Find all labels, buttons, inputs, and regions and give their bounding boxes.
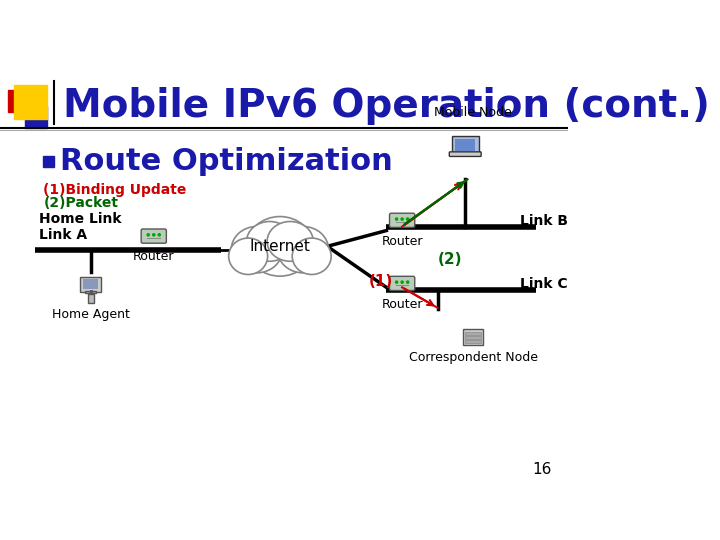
Text: Link B: Link B [521, 214, 568, 228]
Circle shape [395, 281, 397, 284]
FancyBboxPatch shape [390, 213, 415, 227]
Bar [88, 294, 94, 303]
Ellipse shape [247, 217, 313, 276]
Circle shape [401, 281, 403, 284]
FancyBboxPatch shape [141, 229, 166, 243]
Text: Mobile Node: Mobile Node [434, 106, 512, 119]
Text: Route Optimization: Route Optimization [60, 147, 392, 177]
Ellipse shape [231, 226, 282, 273]
Text: Router: Router [382, 298, 423, 310]
Ellipse shape [267, 221, 313, 261]
Bar [14, 85, 48, 119]
Circle shape [407, 281, 409, 284]
Text: Link C: Link C [521, 277, 568, 291]
Bar [455, 139, 475, 151]
Bar [85, 292, 96, 293]
Circle shape [153, 234, 155, 236]
Text: (1): (1) [369, 274, 393, 289]
Text: (2)Packet: (2)Packet [43, 196, 118, 210]
Bar [465, 336, 481, 339]
Bar [465, 340, 481, 343]
Text: (2): (2) [438, 252, 462, 267]
Circle shape [395, 218, 397, 220]
Text: Correspondent Node: Correspondent Node [409, 351, 538, 364]
Text: Router: Router [133, 250, 174, 264]
Ellipse shape [292, 238, 331, 274]
Text: (1)Binding Update: (1)Binding Update [43, 183, 186, 197]
Text: Router: Router [382, 234, 423, 247]
Circle shape [401, 218, 403, 220]
Circle shape [158, 234, 161, 236]
Text: Home Agent: Home Agent [52, 308, 130, 321]
FancyBboxPatch shape [81, 277, 101, 292]
Bar [43, 157, 55, 167]
FancyBboxPatch shape [449, 152, 481, 157]
Circle shape [407, 218, 409, 220]
Bar [463, 328, 483, 345]
Text: Mobile IPv6 Operation (cont.): Mobile IPv6 Operation (cont.) [63, 87, 710, 125]
Text: Internet: Internet [250, 239, 310, 254]
Text: 16: 16 [533, 462, 552, 477]
Bar [83, 280, 98, 289]
Text: Home Link
Link A: Home Link Link A [40, 212, 122, 242]
Bar [25, 106, 48, 128]
Ellipse shape [277, 226, 328, 273]
Bar [465, 332, 481, 335]
FancyBboxPatch shape [390, 276, 415, 291]
Circle shape [147, 234, 149, 236]
Bar [8, 90, 30, 112]
Ellipse shape [229, 238, 268, 274]
Ellipse shape [247, 221, 293, 261]
FancyBboxPatch shape [452, 136, 479, 154]
